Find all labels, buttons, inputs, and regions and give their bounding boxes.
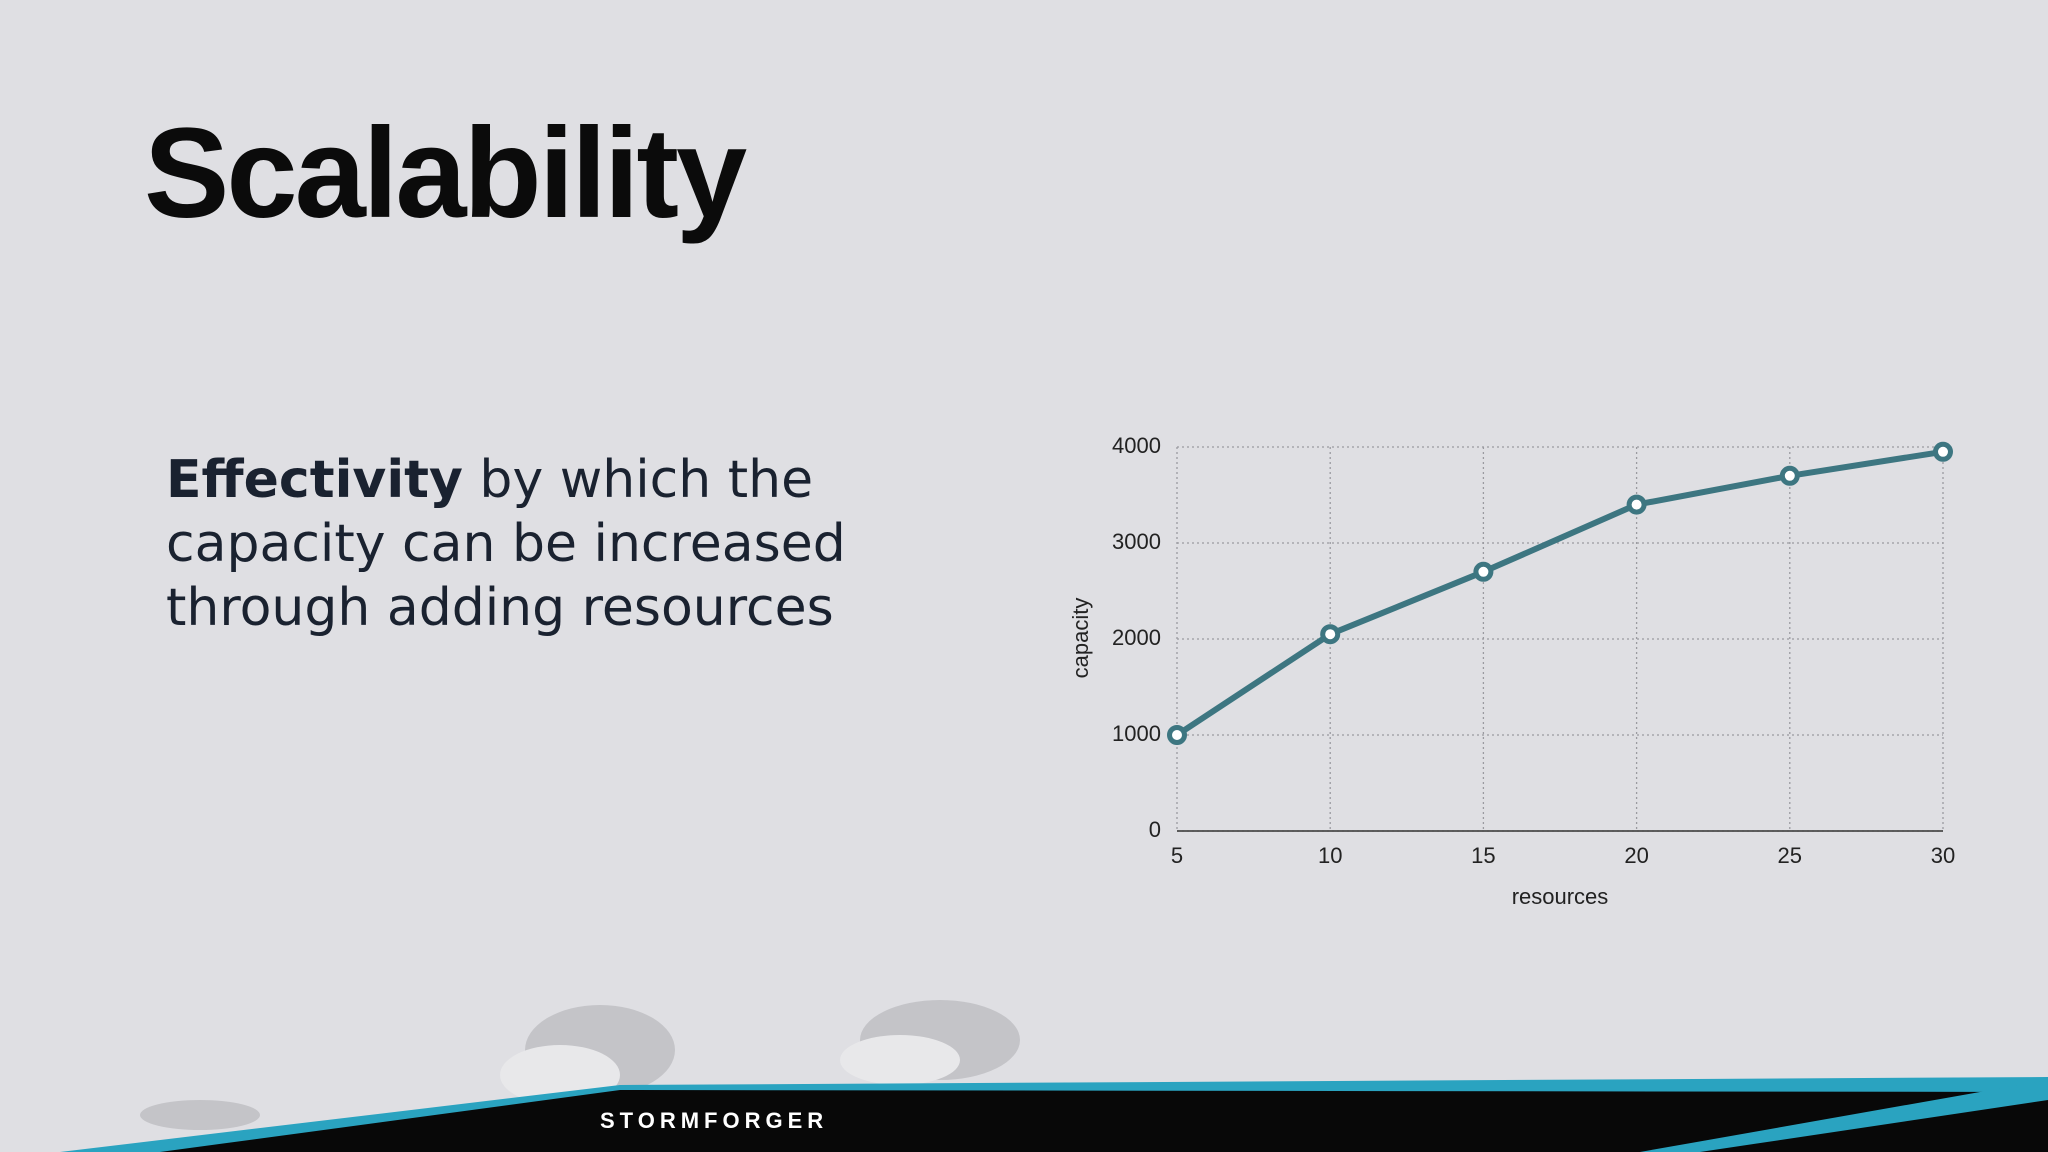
x-axis-label: resources <box>1512 884 1609 909</box>
y-axis-label: capacity <box>1068 598 1093 679</box>
data-point <box>1933 441 1953 462</box>
body-text: Effectivity by which the capacity can be… <box>166 448 1026 640</box>
y-tick-label: 1000 <box>1112 721 1161 746</box>
y-tick-label: 3000 <box>1112 529 1161 554</box>
x-tick-label: 15 <box>1471 843 1495 868</box>
body-bold: Effectivity <box>166 450 463 510</box>
y-tick-label: 4000 <box>1112 433 1161 458</box>
footer-stripe-right <box>1640 1080 2048 1152</box>
body-rest: by which the capacity can be increased t… <box>166 450 846 638</box>
x-tick-label: 25 <box>1778 843 1802 868</box>
x-tick-label: 10 <box>1318 843 1342 868</box>
x-tick-label: 20 <box>1624 843 1648 868</box>
footer-band <box>160 1090 2048 1152</box>
data-point <box>1779 465 1800 486</box>
x-tick-label: 30 <box>1931 843 1955 868</box>
data-point <box>1473 561 1494 582</box>
data-point <box>1320 624 1341 645</box>
y-tick-label: 2000 <box>1112 625 1161 650</box>
y-tick-label: 0 <box>1149 817 1161 842</box>
data-point <box>1626 494 1647 515</box>
x-tick-label: 5 <box>1171 843 1183 868</box>
slide-title: Scalability <box>144 102 747 245</box>
data-point <box>1167 725 1187 745</box>
data-line <box>1175 448 1944 738</box>
logo: STORMFORGER <box>600 1108 828 1133</box>
